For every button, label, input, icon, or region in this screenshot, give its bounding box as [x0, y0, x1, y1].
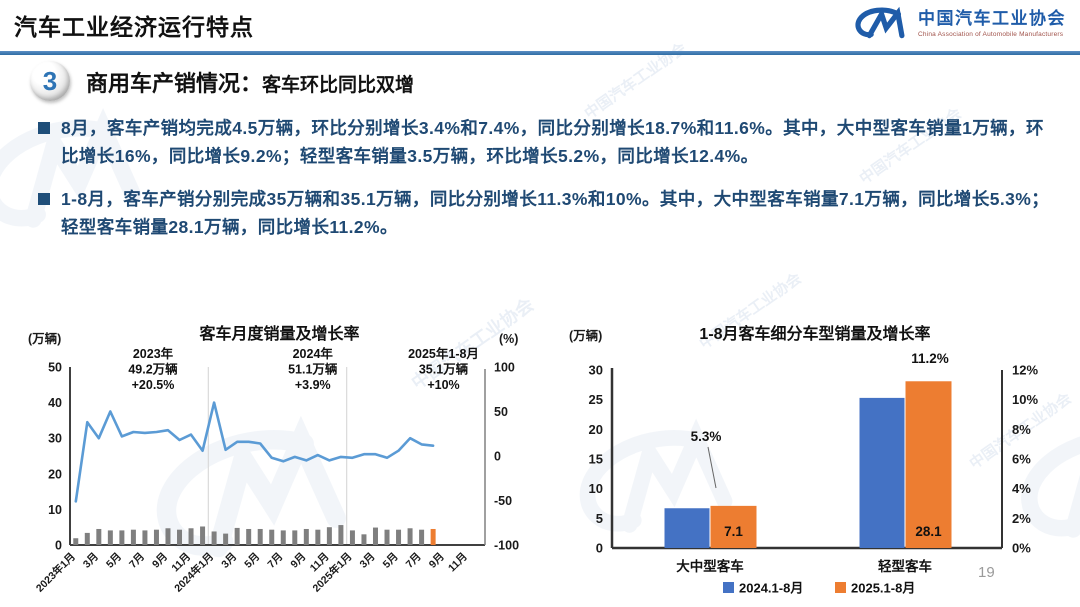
bullet-list: 8月，客车产销均完成4.5万辆，环比分别增长3.4%和7.4%，同比分别增长18…	[38, 114, 1050, 256]
monthly-sales-bars	[73, 525, 436, 545]
svg-text:2024.1-8月: 2024.1-8月	[739, 581, 803, 596]
caam-logo: 中国汽车工业协会 China Association of Automobile…	[852, 6, 1066, 42]
svg-text:9月: 9月	[288, 551, 308, 571]
year-gridlines	[207, 367, 348, 545]
svg-text:100: 100	[494, 361, 515, 375]
svg-text:+3.9%: +3.9%	[295, 378, 331, 392]
legend: 2024.1-8月 2025.1-8月	[723, 581, 915, 596]
section-title: 商用车产销情况：	[86, 71, 263, 96]
left-chart-title: 客车月度销量及增长率	[199, 326, 360, 343]
growth-labels: 5.3% 11.2%	[691, 351, 949, 489]
page-number: 19	[978, 564, 995, 581]
svg-text:2023年: 2023年	[133, 346, 174, 361]
svg-text:(万辆): (万辆)	[28, 331, 61, 346]
svg-text:11月: 11月	[446, 551, 470, 575]
svg-text:9月: 9月	[150, 551, 170, 571]
monthly-sales-growth-chart: 0 10 20 30 40 50 -100 -50 0 50 100 (万辆) (%) 2023年1月 3月…	[12, 318, 547, 603]
svg-text:+10%: +10%	[427, 378, 459, 392]
segment-sales-growth-chart: 0 5 10 15 20 25 30 0% 2% 4% 6% 8% 10% 12% (万辆) 7.1 大中型客车…	[555, 318, 1075, 603]
svg-text:5月: 5月	[104, 551, 124, 571]
svg-text:50: 50	[494, 405, 508, 419]
svg-text:4%: 4%	[1012, 481, 1031, 496]
section-subtitle: 客车环比同比双增	[262, 75, 415, 96]
page-title: 汽车工业经济运行特点	[14, 14, 254, 40]
svg-text:10%: 10%	[1012, 392, 1038, 407]
svg-text:5: 5	[596, 511, 603, 526]
svg-text:50: 50	[48, 361, 62, 375]
svg-text:20: 20	[48, 467, 62, 481]
axes	[69, 367, 486, 546]
svg-text:2025.1-8月: 2025.1-8月	[851, 581, 915, 596]
svg-text:12%: 12%	[1012, 363, 1038, 378]
svg-text:11.2%: 11.2%	[911, 351, 949, 366]
svg-text:28.1: 28.1	[915, 524, 942, 539]
caam-org-name-cn: 中国汽车工业协会	[918, 9, 1066, 29]
growth-rate-line	[74, 401, 435, 503]
svg-text:6%: 6%	[1012, 452, 1031, 467]
svg-text:5.3%: 5.3%	[691, 429, 722, 444]
caam-org-name-en: China Association of Automobile Manufact…	[918, 30, 1064, 38]
svg-text:5月: 5月	[242, 551, 262, 571]
svg-text:5月: 5月	[381, 551, 401, 571]
svg-text:7月: 7月	[127, 551, 147, 571]
right-chart-title: 1-8月客车细分车型销量及增长率	[699, 326, 931, 343]
svg-text:2025年1-8月: 2025年1-8月	[408, 346, 479, 361]
axis-ticks: 0 5 10 15 20 25 30 0% 2% 4% 6% 8% 10% 12%	[589, 363, 1039, 556]
bullet-text: 1-8月，客车产销分别完成35万辆和35.1万辆，同比分别增长11.3%和10%…	[61, 189, 1050, 237]
section-number-badge: 3	[30, 61, 70, 101]
svg-text:轻型客车: 轻型客车	[878, 558, 932, 574]
svg-text:+20.5%: +20.5%	[132, 378, 175, 392]
bullet-text: 8月，客车产销均完成4.5万辆，环比分别增长3.4%和7.4%，同比分别增长18…	[61, 118, 1044, 166]
svg-text:25: 25	[589, 392, 603, 407]
svg-text:8%: 8%	[1012, 422, 1031, 437]
segment-sales-growth-chart-canvas: 0 5 10 15 20 25 30 0% 2% 4% 6% 8% 10% 12% (万辆) 7.1 大中型客车…	[569, 328, 1039, 596]
svg-text:0: 0	[596, 541, 603, 556]
svg-text:10: 10	[589, 481, 603, 496]
svg-text:7.1: 7.1	[724, 524, 743, 539]
svg-text:0: 0	[494, 450, 501, 464]
svg-text:2%: 2%	[1012, 511, 1031, 526]
svg-text:51.1万辆: 51.1万辆	[288, 362, 338, 377]
svg-text:30: 30	[48, 432, 62, 446]
svg-text:(%): (%)	[499, 332, 518, 346]
svg-text:3月: 3月	[358, 551, 378, 571]
bullet-square-icon	[38, 122, 50, 134]
svg-text:20: 20	[589, 422, 603, 437]
svg-text:49.2万辆: 49.2万辆	[128, 362, 178, 377]
bullet-square-icon	[38, 193, 50, 205]
svg-text:0: 0	[55, 539, 62, 553]
svg-text:15: 15	[589, 452, 603, 467]
section-number: 3	[42, 65, 58, 96]
svg-text:40: 40	[48, 396, 62, 410]
caam-logo-text: 中国汽车工业协会 China Association of Automobile…	[918, 9, 1066, 38]
svg-text:2023年1月: 2023年1月	[33, 550, 78, 595]
header-divider	[0, 51, 1080, 55]
svg-text:-100: -100	[494, 539, 519, 553]
svg-text:(万辆): (万辆)	[569, 328, 602, 343]
caam-cm-icon	[852, 6, 910, 42]
svg-text:0%: 0%	[1012, 541, 1031, 556]
bullet-item: 8月，客车产销均完成4.5万辆，环比分别增长3.4%和7.4%，同比分别增长18…	[38, 114, 1050, 170]
svg-text:7月: 7月	[265, 551, 285, 571]
svg-text:7月: 7月	[404, 551, 424, 571]
svg-text:3月: 3月	[219, 551, 239, 571]
svg-text:30: 30	[589, 363, 603, 378]
svg-text:-50: -50	[494, 494, 512, 508]
svg-text:大中型客车: 大中型客车	[676, 558, 744, 574]
section-heading: 商用车产销情况：客车环比同比双增	[86, 66, 414, 98]
axis-ticks: 0 10 20 30 40 50 -100 -50 0 50 100	[48, 361, 519, 553]
segment-bars: 7.1 大中型客车 28.1 轻型客车	[664, 381, 952, 574]
svg-text:2024年: 2024年	[293, 346, 334, 361]
svg-text:9月: 9月	[427, 551, 447, 571]
svg-text:3月: 3月	[81, 551, 101, 571]
svg-text:10: 10	[48, 503, 62, 517]
bullet-item: 1-8月，客车产销分别完成35万辆和35.1万辆，同比分别增长11.3%和10%…	[38, 185, 1050, 241]
svg-text:35.1万辆: 35.1万辆	[419, 362, 469, 377]
